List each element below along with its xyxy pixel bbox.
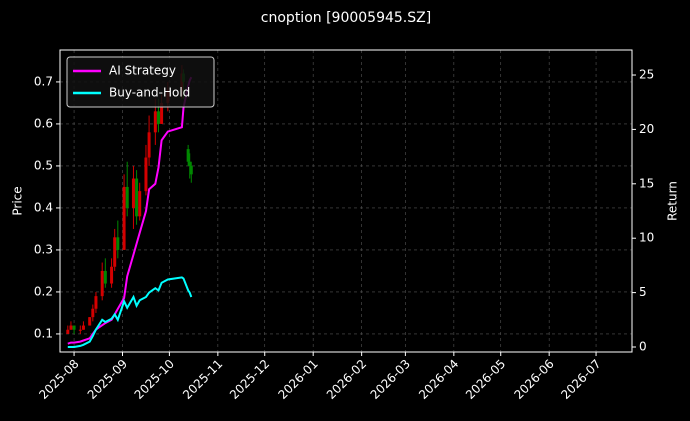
candle (94, 291, 98, 313)
candle-body (113, 237, 117, 267)
candle-body (66, 329, 70, 334)
candle-body (72, 325, 76, 330)
candle-body (160, 102, 164, 124)
candle-body (100, 270, 104, 297)
candle-body (81, 325, 85, 330)
y-tick-label: 0.2 (34, 284, 53, 298)
y2-tick-label: 0 (639, 339, 647, 353)
legend-label: Buy-and-Hold (109, 86, 190, 100)
candle-body (122, 186, 126, 250)
candle-body (69, 325, 73, 330)
candle-body (147, 132, 151, 158)
series-line (67, 276, 193, 348)
candle-body (88, 317, 92, 326)
candle (147, 115, 151, 166)
y2-axis-label: Return (666, 181, 680, 221)
candle-body (186, 149, 190, 162)
candle-body (189, 165, 193, 175)
candle (125, 161, 129, 217)
candle (72, 325, 76, 334)
candle-body (153, 111, 157, 133)
candle (78, 325, 82, 334)
candle (103, 258, 107, 288)
candle-body (138, 191, 142, 217)
legend-label: AI Strategy (109, 64, 176, 78)
candle (144, 144, 148, 196)
candle (122, 174, 126, 250)
y-tick-label: 0.5 (34, 158, 53, 172)
candle (110, 258, 114, 288)
candle (69, 321, 73, 330)
plot-frame (59, 49, 633, 353)
candle (116, 220, 120, 259)
candle-body (144, 157, 148, 192)
candle-body (156, 111, 160, 124)
y2-tick-label: 20 (639, 122, 654, 136)
y-axis-label: Price (11, 186, 25, 215)
y-tick-label: 0.1 (34, 326, 53, 340)
chart-title: cnoption [90005945.SZ] (261, 10, 431, 26)
y2-tick-label: 10 (639, 231, 654, 245)
y-tick-label: 0.6 (34, 116, 53, 130)
candle-body (91, 308, 95, 318)
y2-tick-label: 15 (639, 176, 654, 190)
candle-body (125, 186, 129, 208)
candle-body (78, 329, 82, 331)
candle (135, 170, 139, 225)
candle (81, 321, 85, 330)
candle-body (131, 178, 135, 208)
y-tick-label: 0.3 (34, 242, 53, 256)
candle-body (116, 237, 120, 250)
candle-body (103, 270, 107, 284)
series-line (67, 76, 193, 345)
y-tick-label: 0.4 (34, 200, 53, 214)
y2-tick-label: 5 (639, 285, 647, 299)
candle (113, 228, 117, 271)
candle (188, 153, 192, 179)
candle (91, 304, 95, 322)
legend-box (66, 56, 215, 108)
candle-body (135, 178, 139, 217)
candle (88, 317, 92, 326)
candle (186, 144, 190, 166)
candle-body (188, 161, 192, 166)
candle (131, 165, 135, 229)
candle (66, 325, 70, 334)
y-tick-label: 0.7 (34, 74, 53, 88)
candle-body (94, 296, 98, 309)
y2-tick-label: 25 (639, 68, 654, 82)
candle (189, 161, 193, 183)
candle (100, 262, 104, 301)
candle-body (110, 266, 114, 284)
candle (138, 182, 142, 221)
